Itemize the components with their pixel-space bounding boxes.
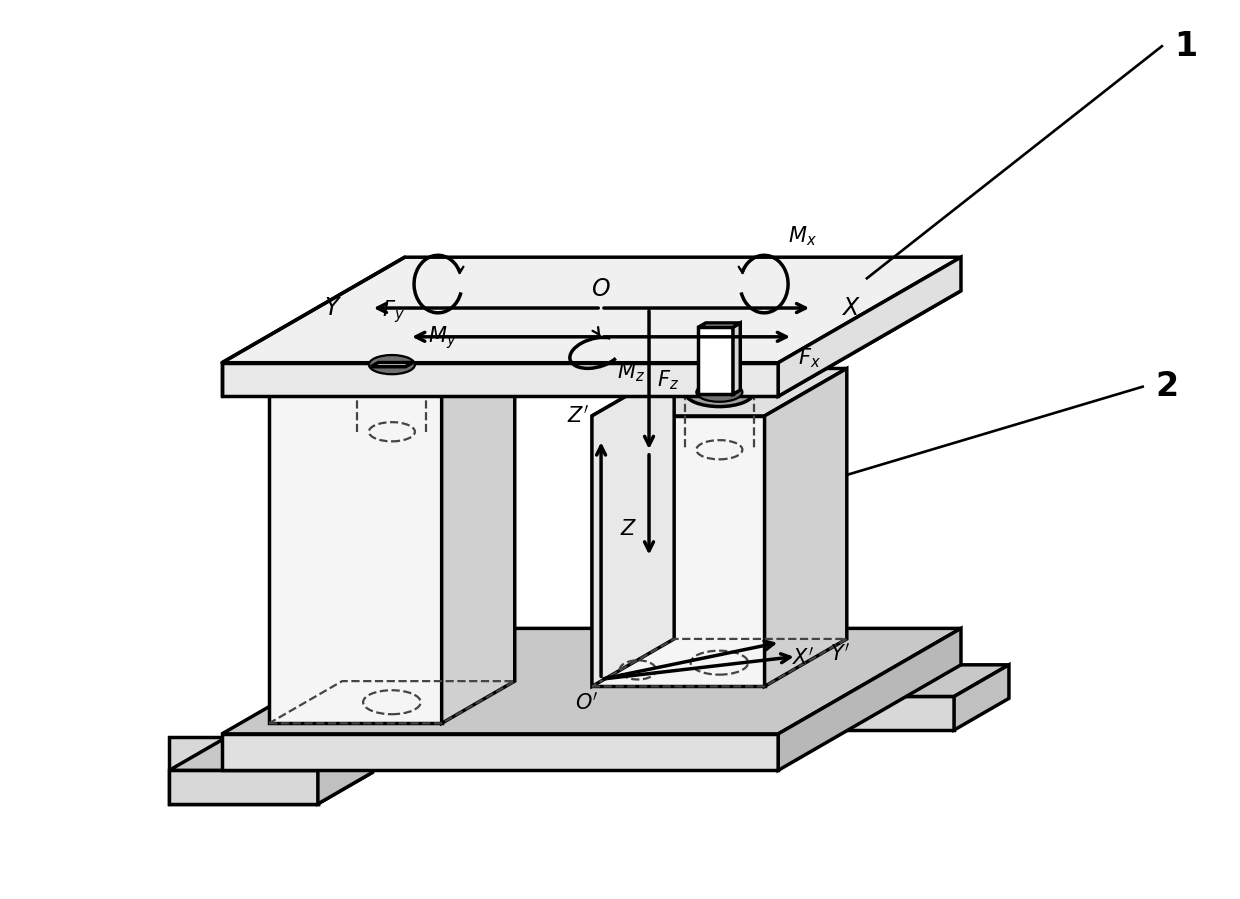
Text: $\mathit{F}_y$: $\mathit{F}_y$	[382, 298, 404, 325]
Text: $\mathit{Y}$: $\mathit{Y}$	[324, 296, 342, 320]
Polygon shape	[169, 737, 317, 804]
Polygon shape	[698, 327, 733, 395]
Polygon shape	[169, 739, 373, 770]
Polygon shape	[269, 343, 515, 386]
Text: $\mathit{Z}$: $\mathit{Z}$	[620, 519, 637, 539]
Polygon shape	[222, 290, 961, 396]
Polygon shape	[698, 323, 740, 327]
Polygon shape	[222, 734, 779, 770]
Polygon shape	[591, 369, 847, 416]
Polygon shape	[441, 343, 515, 724]
Polygon shape	[269, 386, 441, 724]
Text: $\mathit{Y}'$: $\mathit{Y}'$	[830, 643, 849, 664]
Polygon shape	[779, 628, 961, 770]
Polygon shape	[169, 770, 317, 804]
Ellipse shape	[357, 351, 427, 379]
Text: $\mathit{F}_z$: $\mathit{F}_z$	[657, 369, 678, 392]
Polygon shape	[371, 362, 413, 367]
Polygon shape	[222, 362, 779, 396]
Text: 1: 1	[1174, 30, 1198, 63]
Polygon shape	[169, 772, 373, 804]
Text: $\mathit{X}'$: $\mathit{X}'$	[792, 646, 815, 669]
Polygon shape	[591, 416, 765, 687]
Polygon shape	[222, 257, 961, 362]
Polygon shape	[810, 665, 1009, 697]
Text: $\mathit{Z}'$: $\mathit{Z}'$	[568, 405, 589, 426]
Polygon shape	[954, 665, 1009, 730]
Text: $\mathit{M}_x$: $\mathit{M}_x$	[789, 224, 817, 247]
Polygon shape	[765, 369, 847, 687]
Text: 2: 2	[1156, 370, 1178, 403]
Text: $\mathit{O}$: $\mathit{O}$	[591, 277, 611, 301]
Polygon shape	[779, 257, 961, 396]
Polygon shape	[733, 323, 740, 395]
Polygon shape	[810, 697, 954, 730]
Text: $\mathit{X}$: $\mathit{X}$	[841, 296, 861, 320]
Polygon shape	[317, 739, 373, 804]
Text: $\mathit{O}'$: $\mathit{O}'$	[575, 691, 599, 714]
Ellipse shape	[368, 355, 415, 374]
Ellipse shape	[697, 383, 743, 402]
Polygon shape	[405, 362, 413, 367]
Polygon shape	[591, 369, 675, 687]
Polygon shape	[222, 628, 961, 734]
Ellipse shape	[684, 378, 754, 406]
Text: $\mathit{F}_x$: $\mathit{F}_x$	[797, 346, 821, 370]
Text: $\mathit{M}_z$: $\mathit{M}_z$	[616, 360, 645, 384]
Text: $\mathit{M}_y$: $\mathit{M}_y$	[428, 325, 458, 352]
